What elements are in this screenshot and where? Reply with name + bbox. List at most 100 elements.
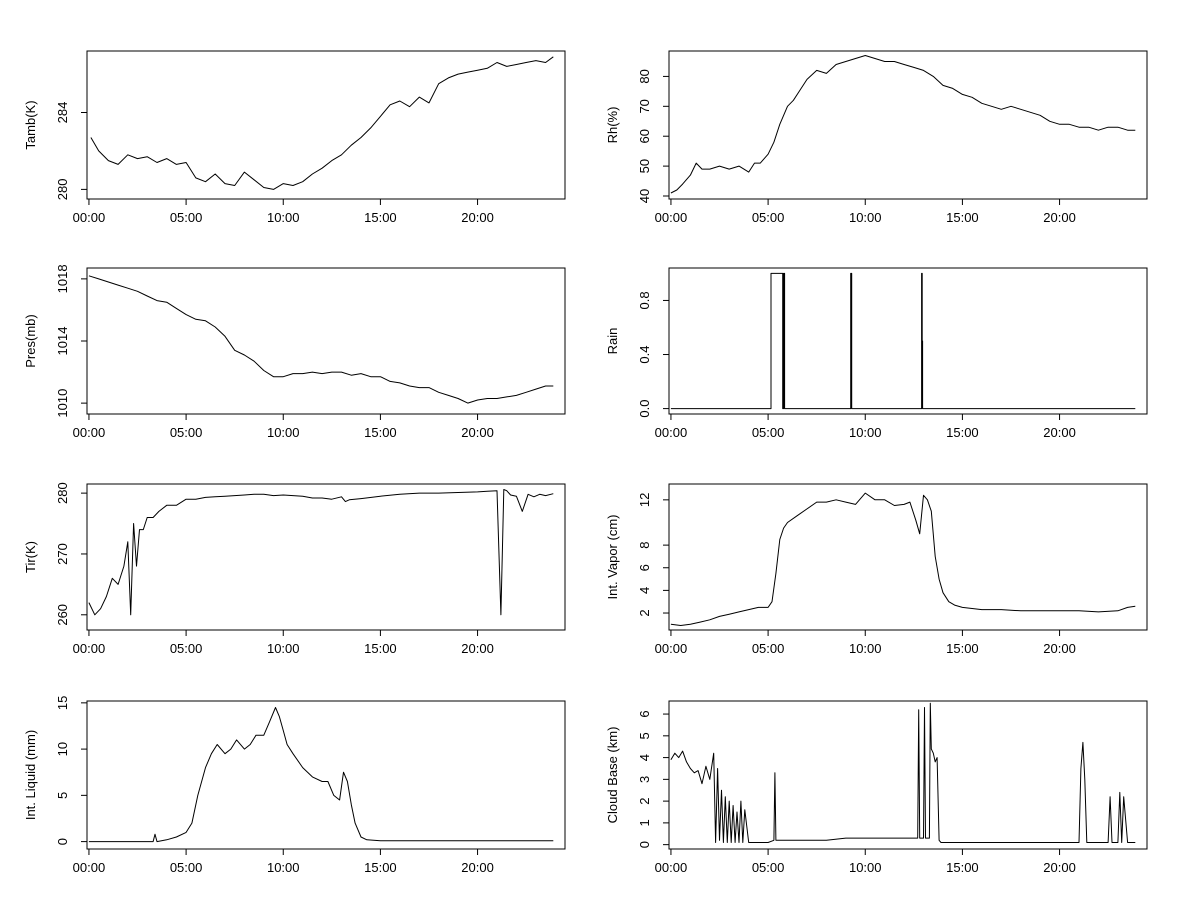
plot-frame	[668, 267, 1148, 415]
x-tick-label: 20:00	[461, 425, 494, 440]
x-tick-label: 10:00	[267, 641, 300, 656]
series-line	[90, 56, 554, 190]
y-axis-label: Tamb(K)	[23, 100, 38, 149]
panel-7: 00:00 05:00 10:00 15:00 20:00 0 5 10 15 Int. Liqu…	[23, 696, 566, 875]
y-tick-label: 5	[55, 792, 70, 799]
series-line	[88, 489, 554, 616]
x-tick-label: 05:00	[752, 860, 785, 875]
x-tick-label: 00:00	[655, 210, 688, 225]
series-line	[88, 275, 554, 404]
y-tick-label: 0	[637, 841, 652, 848]
x-tick-label: 10:00	[267, 425, 300, 440]
x-tick-label: 15:00	[946, 860, 979, 875]
plot-frame	[86, 483, 566, 631]
y-tick-label: 270	[55, 543, 70, 565]
x-tick-label: 15:00	[946, 641, 979, 656]
x-tick-label: 10:00	[267, 860, 300, 875]
y-tick-label: 260	[55, 604, 70, 626]
y-tick-label: 1	[637, 819, 652, 826]
x-tick-label: 15:00	[364, 425, 397, 440]
y-tick-label: 280	[55, 179, 70, 201]
x-tick-label: 20:00	[1043, 860, 1076, 875]
panel-4: 00:00 05:00 10:00 15:00 20:00 0.0 0.4 0.8 Rain	[605, 267, 1148, 440]
y-axis-label: Tir(K)	[23, 541, 38, 573]
y-tick-label: 2	[637, 798, 652, 805]
panel-5: 00:00 05:00 10:00 15:00 20:00 260 270 280 Tir(K)	[23, 482, 566, 656]
panel-3: 00:00 05:00 10:00 15:00 20:00 1010 1014 1018 Pre…	[23, 264, 566, 440]
x-tick-label: 15:00	[946, 425, 979, 440]
y-tick-label: 4	[637, 587, 652, 594]
y-tick-label: 6	[637, 710, 652, 717]
x-tick-label: 20:00	[1043, 641, 1076, 656]
x-tick-label: 15:00	[946, 210, 979, 225]
plot-frame	[668, 50, 1148, 200]
y-tick-label: 3	[637, 776, 652, 783]
y-tick-label: 15	[55, 696, 70, 710]
y-axis-label: Int. Vapor (cm)	[605, 514, 620, 599]
y-tick-label: 284	[55, 102, 70, 124]
series-line	[670, 272, 1136, 410]
x-tick-label: 00:00	[73, 860, 106, 875]
x-tick-label: 05:00	[170, 860, 203, 875]
y-tick-label: 1014	[55, 327, 70, 356]
plot-frame	[668, 700, 1148, 850]
plot-frame	[86, 267, 566, 415]
y-axis-label: Rain	[605, 328, 620, 355]
x-tick-label: 10:00	[267, 210, 300, 225]
x-tick-label: 15:00	[364, 860, 397, 875]
x-tick-label: 00:00	[655, 860, 688, 875]
y-tick-label: 50	[637, 159, 652, 173]
x-tick-label: 00:00	[655, 425, 688, 440]
y-tick-label: 0.8	[637, 291, 652, 309]
y-tick-label: 40	[637, 189, 652, 203]
x-tick-label: 15:00	[364, 210, 397, 225]
x-tick-label: 10:00	[849, 860, 882, 875]
plot-frame	[668, 483, 1148, 631]
plot-frame	[86, 700, 566, 850]
x-tick-label: 05:00	[752, 210, 785, 225]
y-tick-label: 0.0	[637, 400, 652, 418]
y-tick-label: 60	[637, 129, 652, 143]
y-tick-label: 280	[55, 482, 70, 504]
series-line	[670, 492, 1136, 626]
y-tick-label: 0	[55, 838, 70, 845]
plot-frame	[86, 50, 566, 200]
y-axis-label: Cloud Base (km)	[605, 727, 620, 824]
panel-8: 00:00 05:00 10:00 15:00 20:00 0 1 2 3 4 5 6 Cloud Ba…	[605, 700, 1148, 875]
x-tick-label: 05:00	[170, 210, 203, 225]
x-tick-label: 15:00	[364, 641, 397, 656]
x-tick-label: 20:00	[461, 210, 494, 225]
y-tick-label: 0.4	[637, 345, 652, 363]
y-tick-label: 2	[637, 609, 652, 616]
x-tick-label: 00:00	[73, 641, 106, 656]
panel-1: 00:00 05:00 10:00 15:00 20:00 280 284 Tamb(K)	[23, 50, 566, 225]
series-line	[670, 55, 1136, 194]
x-tick-label: 10:00	[849, 210, 882, 225]
x-tick-label: 00:00	[73, 425, 106, 440]
y-tick-label: 4	[637, 754, 652, 761]
x-tick-label: 00:00	[73, 210, 106, 225]
x-tick-label: 00:00	[655, 641, 688, 656]
x-tick-label: 20:00	[1043, 425, 1076, 440]
y-tick-label: 8	[637, 541, 652, 548]
y-tick-label: 1018	[55, 264, 70, 293]
y-axis-label: Int. Liquid (mm)	[23, 730, 38, 820]
x-tick-label: 10:00	[849, 641, 882, 656]
x-tick-label: 20:00	[461, 860, 494, 875]
y-tick-label: 5	[637, 732, 652, 739]
y-tick-label: 12	[637, 493, 652, 507]
panel-6: 00:00 05:00 10:00 15:00 20:00 2 4 6 8 12 Int. Vapo…	[605, 483, 1148, 656]
y-axis-label: Pres(mb)	[23, 314, 38, 367]
y-tick-label: 70	[637, 99, 652, 113]
y-tick-label: 6	[637, 564, 652, 571]
y-tick-label: 10	[55, 742, 70, 756]
x-tick-label: 05:00	[170, 641, 203, 656]
x-tick-label: 20:00	[461, 641, 494, 656]
series-line	[88, 707, 554, 843]
panel-2: 00:00 05:00 10:00 15:00 20:00 40 50 60 70 80 Rh(%)	[605, 50, 1148, 225]
y-axis-label: Rh(%)	[605, 107, 620, 144]
x-tick-label: 10:00	[849, 425, 882, 440]
x-tick-label: 05:00	[170, 425, 203, 440]
y-tick-label: 1010	[55, 389, 70, 418]
